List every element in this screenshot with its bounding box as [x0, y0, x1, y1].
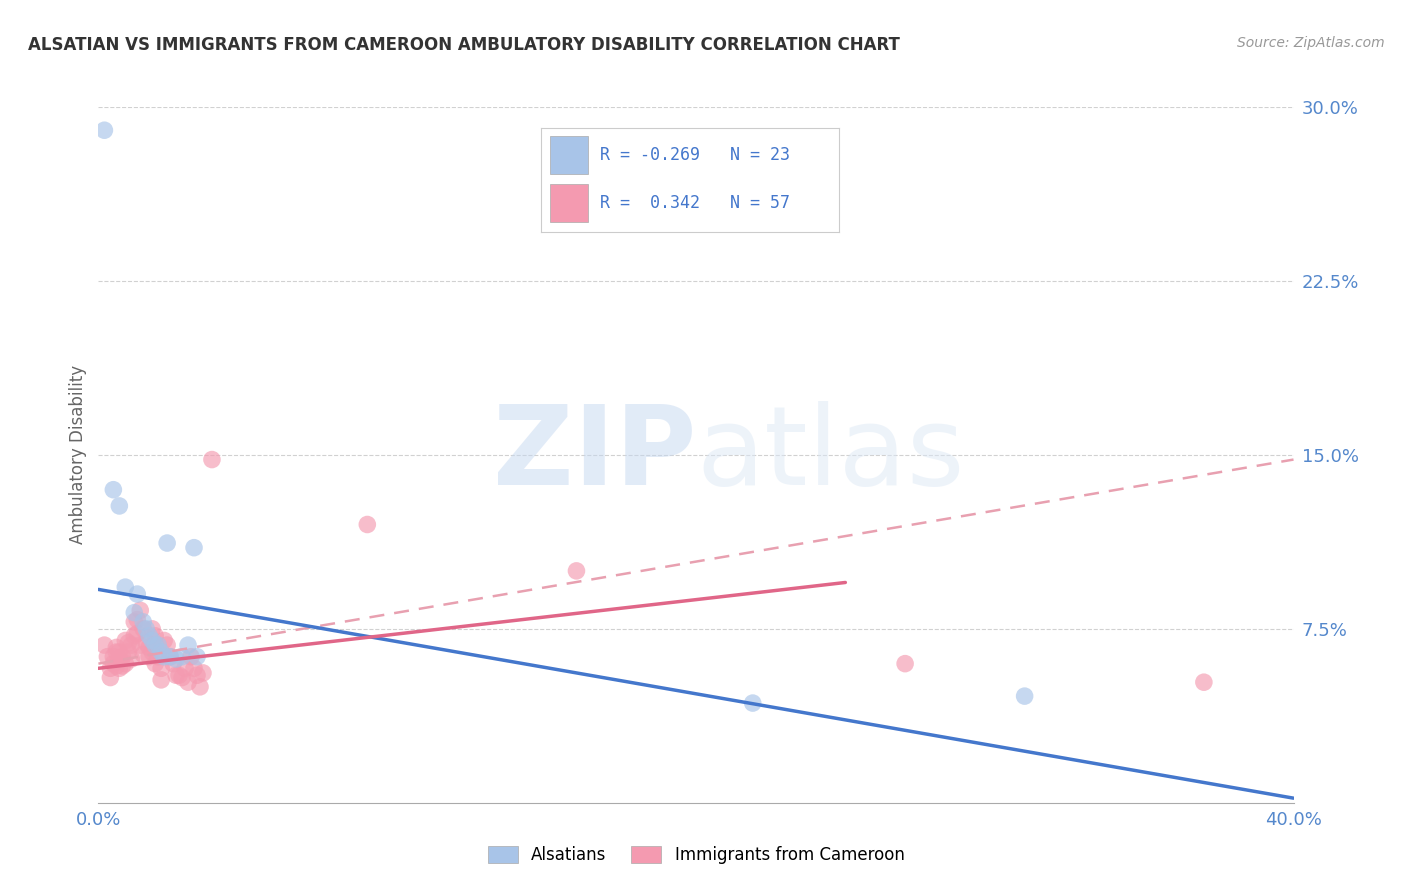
Point	[129, 638, 152, 652]
Point	[132, 622, 155, 636]
Point	[143, 638, 166, 652]
Legend: Alsatians, Immigrants from Cameroon: Alsatians, Immigrants from Cameroon	[488, 846, 904, 864]
Point	[135, 636, 157, 650]
Point	[135, 622, 157, 636]
Point	[108, 645, 131, 659]
Point	[114, 657, 136, 671]
Point	[159, 649, 181, 664]
Point	[148, 638, 170, 652]
Point	[183, 661, 205, 675]
Point	[186, 668, 208, 682]
Point	[98, 661, 122, 675]
Point	[186, 649, 208, 664]
Point	[156, 536, 179, 550]
Point	[138, 640, 160, 655]
Point	[120, 638, 142, 652]
Point	[105, 645, 128, 659]
Text: atlas: atlas	[696, 401, 965, 508]
Point	[188, 680, 211, 694]
Point	[124, 606, 146, 620]
Point	[105, 640, 128, 655]
Point	[103, 483, 125, 497]
Point	[120, 652, 142, 666]
Point	[165, 668, 187, 682]
Point	[127, 587, 149, 601]
Point	[162, 657, 184, 671]
Point	[1014, 689, 1036, 703]
Point	[356, 517, 378, 532]
Text: Source: ZipAtlas.com: Source: ZipAtlas.com	[1237, 36, 1385, 50]
Point	[114, 633, 136, 648]
Point	[191, 665, 214, 680]
Point	[148, 649, 170, 664]
Point	[177, 638, 200, 652]
Point	[132, 615, 155, 629]
Point	[141, 645, 163, 659]
Point	[565, 564, 588, 578]
Point	[127, 626, 149, 640]
Point	[117, 645, 139, 659]
Point	[894, 657, 917, 671]
Point	[143, 657, 166, 671]
Point	[93, 638, 115, 652]
Point	[143, 629, 166, 643]
Point	[103, 657, 125, 671]
Point	[132, 648, 155, 662]
Point	[741, 696, 763, 710]
Point	[165, 652, 187, 666]
Point	[117, 636, 139, 650]
Point	[156, 638, 179, 652]
Point	[93, 123, 115, 137]
Point	[150, 673, 173, 687]
Point	[141, 633, 163, 648]
Point	[1192, 675, 1215, 690]
Point	[138, 649, 160, 664]
Point	[159, 649, 181, 664]
Point	[150, 645, 173, 659]
Point	[138, 629, 160, 643]
Point	[114, 580, 136, 594]
Point	[108, 499, 131, 513]
Text: ALSATIAN VS IMMIGRANTS FROM CAMEROON AMBULATORY DISABILITY CORRELATION CHART: ALSATIAN VS IMMIGRANTS FROM CAMEROON AMB…	[28, 36, 900, 54]
Point	[150, 661, 173, 675]
Point	[124, 629, 146, 643]
Point	[124, 615, 146, 629]
Point	[172, 649, 194, 664]
Point	[153, 633, 176, 648]
Point	[111, 649, 134, 664]
Point	[129, 603, 152, 617]
Point	[177, 675, 200, 690]
Point	[127, 613, 149, 627]
Point	[108, 661, 131, 675]
Point	[174, 661, 197, 675]
Point	[183, 541, 205, 555]
Point	[111, 659, 134, 673]
Point	[153, 649, 176, 664]
Point	[108, 652, 131, 666]
Point	[103, 649, 125, 664]
Point	[172, 671, 194, 685]
Point	[201, 452, 224, 467]
Text: ZIP: ZIP	[492, 401, 696, 508]
Point	[96, 649, 118, 664]
Point	[105, 659, 128, 673]
Point	[98, 671, 122, 685]
Point	[180, 649, 202, 664]
Point	[141, 622, 163, 636]
Y-axis label: Ambulatory Disability: Ambulatory Disability	[69, 366, 87, 544]
Point	[167, 668, 190, 682]
